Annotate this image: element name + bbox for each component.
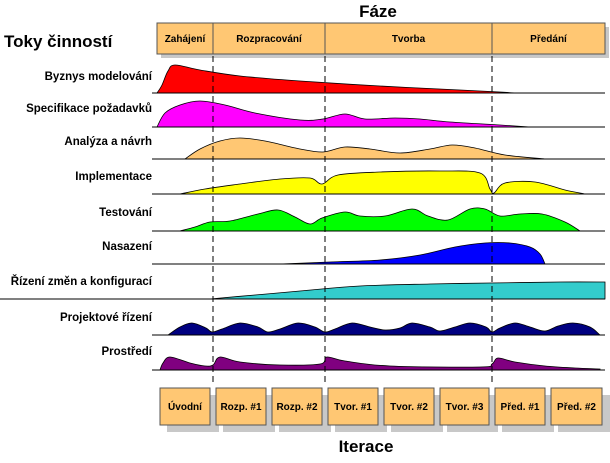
iteration-box-tvor-2	[383, 387, 435, 426]
iteration-box-tvor-3	[439, 387, 490, 426]
iteration-box-pred-1	[494, 387, 546, 426]
iteration-label-pred-1: Před. #1	[501, 402, 540, 413]
workflow-rows: Byznys modelování Specifikace požadavků An…	[0, 64, 606, 371]
workflow-row-projektove-rizeni: Projektové řízení	[60, 312, 605, 336]
workflow-row-byznys-modelovani: Byznys modelování	[45, 64, 605, 94]
workflow-row-prostredi: Prostředí	[102, 346, 605, 371]
iteration-label-tvor-1: Tvor. #1	[334, 402, 372, 413]
workflow-hump-testovani	[179, 207, 582, 232]
iteration-box-rozp-1	[215, 387, 267, 426]
workflow-row-testovani: Testování	[99, 207, 605, 232]
phase-box-tvorba	[324, 22, 493, 55]
workflow-hump-implementace	[179, 170, 586, 195]
workflow-label-byznys-modelovani: Byznys modelování	[45, 71, 153, 83]
iteration-label-rozp-1: Rozp. #1	[220, 402, 262, 413]
workflow-hump-specifikace-pozadavku	[156, 100, 531, 128]
workflow-hump-byznys-modelovani	[156, 64, 516, 94]
workflow-label-rizeni-zmen-a-konfiguraci: Řízení změn a konfigurací	[11, 275, 153, 288]
phase-label-rozpracovani: Rozpracování	[236, 34, 303, 45]
iteration-label-pred-2: Před. #2	[557, 402, 596, 413]
workflow-label-nasazeni: Nasazení	[102, 241, 153, 253]
iteration-label-uvodni: Úvodní	[168, 400, 203, 413]
workflow-hump-nasazeni	[279, 242, 546, 265]
workflow-hump-prostredi	[159, 356, 601, 371]
workflow-label-implementace: Implementace	[75, 171, 152, 183]
workflow-label-specifikace-pozadavku: Specifikace požadavků	[26, 103, 152, 115]
phase-label-predani: Předání	[530, 34, 568, 45]
workflow-label-analyza-a-navrh: Analýza a návrh	[64, 136, 152, 148]
workflow-label-testovani: Testování	[99, 207, 153, 219]
workflow-row-analyza-a-navrh: Analýza a návrh	[64, 136, 605, 160]
phase-dividers	[212, 56, 493, 386]
iteration-label-rozp-2: Rozp. #2	[276, 402, 318, 413]
workflows-title: Toky činností	[4, 32, 114, 51]
workflow-hump-rizeni-zmen-a-konfiguraci	[209, 281, 606, 300]
workflow-hump-analyza-a-navrh	[183, 137, 546, 160]
iteration-box-pred-2	[550, 387, 603, 426]
workflow-label-projektove-rizeni: Projektové řízení	[60, 312, 153, 324]
phase-label-tvorba: Tvorba	[392, 34, 426, 45]
workflow-label-prostredi: Prostředí	[102, 346, 153, 358]
workflow-row-implementace: Implementace	[75, 170, 605, 195]
phase-box-predani	[491, 22, 606, 55]
iterations-title: Iterace	[339, 437, 394, 456]
workflow-row-specifikace-pozadavku: Specifikace požadavků	[26, 100, 605, 128]
iteration-box-uvodni	[159, 387, 211, 426]
phase-box-zahajeni	[156, 22, 214, 55]
iteration-box-rozp-2	[271, 387, 323, 426]
workflow-row-nasazeni: Nasazení	[102, 241, 605, 265]
workflow-row-rizeni-zmen-a-konfiguraci: Řízení změn a konfigurací	[0, 275, 606, 300]
phase-header: Zahájení Rozpracování Tvorba Předání	[156, 22, 609, 58]
iteration-label-tvor-2: Tvor. #2	[390, 402, 428, 413]
iteration-label-tvor-3: Tvor. #3	[446, 402, 484, 413]
phases-title: Fáze	[359, 2, 397, 21]
iteration-box-tvor-1	[327, 387, 379, 426]
iteration-footer: Úvodní Rozp. #1 Rozp. #2 Tvor. #1 Tvor. #2 Tv…	[159, 387, 610, 432]
workflow-hump-projektove-rizeni	[166, 322, 602, 336]
phase-label-zahajeni: Zahájení	[165, 34, 207, 45]
